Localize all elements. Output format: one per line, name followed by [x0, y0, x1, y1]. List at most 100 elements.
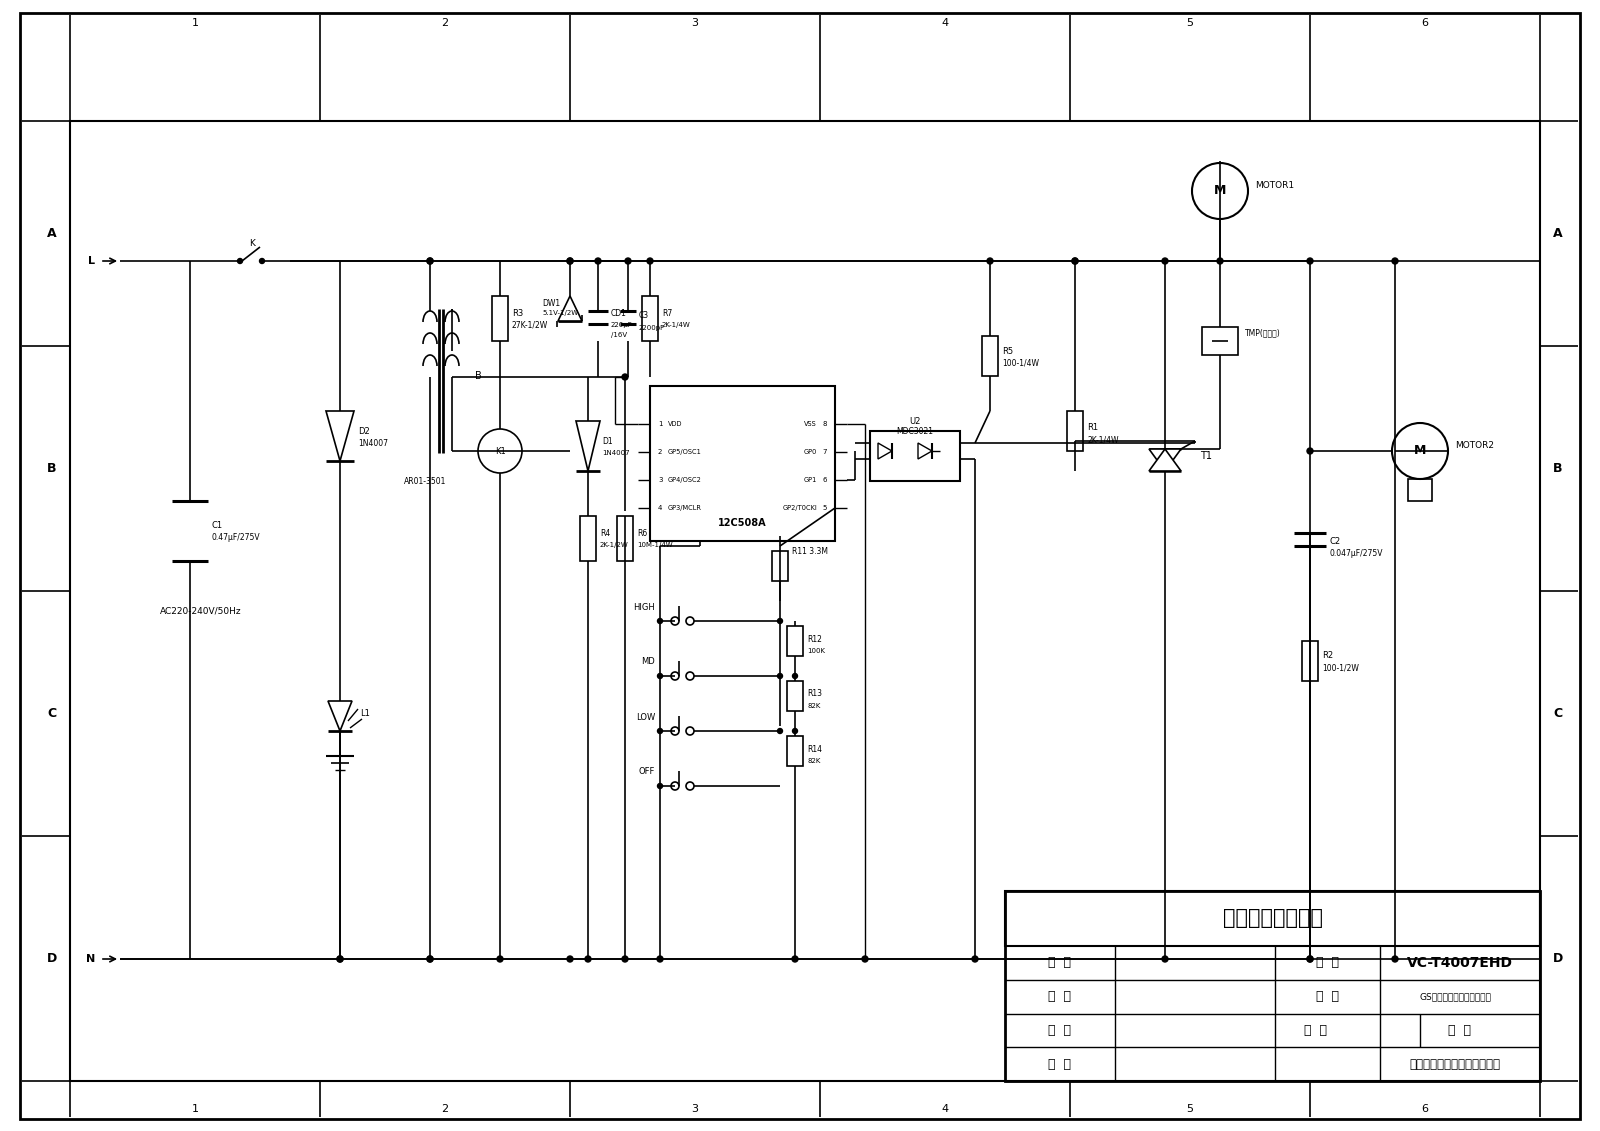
Text: CD1: CD1	[611, 309, 627, 318]
Circle shape	[973, 956, 978, 962]
Text: 6: 6	[1421, 1104, 1429, 1114]
Circle shape	[658, 673, 662, 679]
Text: C1: C1	[211, 521, 222, 530]
Text: 2: 2	[658, 449, 662, 455]
Text: MD: MD	[642, 657, 654, 666]
Bar	[787, 736, 803, 766]
Circle shape	[778, 619, 782, 623]
Bar	[1202, 327, 1238, 355]
Text: 2K-1/2W: 2K-1/2W	[600, 542, 629, 549]
Text: 0.047μF/275V: 0.047μF/275V	[1330, 549, 1384, 558]
Polygon shape	[918, 443, 931, 459]
Text: 10M-1/4W: 10M-1/4W	[637, 542, 672, 549]
Circle shape	[498, 956, 502, 962]
Text: R5: R5	[1002, 346, 1013, 355]
Circle shape	[1162, 956, 1168, 962]
Circle shape	[338, 956, 342, 962]
Polygon shape	[326, 411, 354, 461]
Text: 3: 3	[691, 18, 699, 28]
Text: L1: L1	[360, 708, 370, 717]
Text: TMP(可选用): TMP(可选用)	[1245, 328, 1280, 337]
Text: 日  期: 日 期	[1048, 1057, 1072, 1071]
Text: VSS: VSS	[805, 421, 818, 428]
Text: 82K: 82K	[806, 758, 821, 765]
Circle shape	[237, 259, 243, 264]
Text: MOTOR1: MOTOR1	[1254, 181, 1294, 190]
Circle shape	[1072, 258, 1078, 264]
Polygon shape	[1149, 449, 1181, 470]
Bar	[650, 386, 835, 541]
Text: AR01-3501: AR01-3501	[403, 476, 446, 485]
Text: 2K-1/4W: 2K-1/4W	[662, 322, 691, 328]
Circle shape	[862, 956, 867, 962]
Text: 100-1/4W: 100-1/4W	[1002, 359, 1038, 368]
Bar	[70, 121, 1539, 1081]
Text: N: N	[86, 955, 94, 964]
Circle shape	[427, 258, 434, 264]
Circle shape	[566, 258, 573, 264]
Bar	[787, 625, 803, 656]
Text: B: B	[475, 371, 482, 381]
Text: D2: D2	[358, 426, 370, 435]
Text: GS手柄分档调速加电动地刷: GS手柄分档调速加电动地刷	[1419, 992, 1491, 1001]
Text: R13: R13	[806, 690, 822, 699]
Text: 2K-1/4W: 2K-1/4W	[1086, 435, 1118, 444]
Text: AC220-240V/50Hz: AC220-240V/50Hz	[160, 606, 242, 615]
Text: 220μF: 220μF	[611, 322, 632, 328]
Circle shape	[792, 673, 797, 679]
Circle shape	[566, 956, 573, 962]
Text: GP1: GP1	[803, 477, 818, 483]
Circle shape	[778, 728, 782, 734]
Text: D: D	[46, 952, 58, 965]
Circle shape	[1218, 258, 1222, 264]
Circle shape	[778, 673, 782, 679]
Circle shape	[1072, 258, 1078, 264]
Text: 5.1V-1/2W: 5.1V-1/2W	[542, 310, 578, 316]
Text: 100K: 100K	[806, 648, 826, 654]
Text: 6: 6	[1421, 18, 1429, 28]
Circle shape	[1162, 258, 1168, 264]
Text: 100-1/2W: 100-1/2W	[1322, 664, 1358, 673]
Text: 4: 4	[941, 1104, 949, 1114]
Circle shape	[1392, 956, 1398, 962]
Text: T1: T1	[1200, 451, 1213, 461]
Text: MOTOR2: MOTOR2	[1454, 441, 1494, 450]
Text: C: C	[1554, 707, 1563, 720]
Circle shape	[586, 956, 590, 962]
Polygon shape	[558, 296, 582, 321]
Text: R7: R7	[662, 309, 672, 318]
Bar	[771, 551, 787, 581]
Text: 3: 3	[658, 477, 662, 483]
Circle shape	[1392, 258, 1398, 264]
Text: M: M	[1414, 444, 1426, 458]
Text: 1N4007: 1N4007	[358, 439, 387, 448]
Circle shape	[622, 956, 627, 962]
Circle shape	[658, 728, 662, 734]
Text: 设  计: 设 计	[1048, 957, 1072, 969]
Circle shape	[566, 258, 573, 264]
Circle shape	[792, 956, 798, 962]
Polygon shape	[576, 421, 600, 470]
Text: 5: 5	[1187, 18, 1194, 28]
Text: 2200pF: 2200pF	[638, 325, 666, 331]
Text: 1N4007: 1N4007	[602, 450, 630, 456]
Text: R4: R4	[600, 528, 610, 537]
Text: GP5/OSC1: GP5/OSC1	[669, 449, 702, 455]
Circle shape	[1307, 448, 1314, 454]
Text: GP2/T0CKI: GP2/T0CKI	[782, 506, 818, 511]
Circle shape	[259, 259, 264, 264]
Bar	[870, 431, 960, 481]
Text: R12: R12	[806, 634, 822, 644]
Text: 8: 8	[822, 421, 827, 428]
Text: 4: 4	[941, 18, 949, 28]
Text: U2: U2	[909, 416, 920, 425]
Text: LOW: LOW	[635, 713, 654, 722]
Circle shape	[658, 619, 662, 623]
Bar	[1067, 411, 1083, 451]
Bar	[1408, 480, 1432, 501]
Bar	[642, 296, 658, 342]
Text: R2: R2	[1322, 651, 1333, 661]
Circle shape	[1307, 956, 1314, 962]
Text: 第  张: 第 张	[1448, 1024, 1472, 1037]
Text: M: M	[1214, 184, 1226, 198]
